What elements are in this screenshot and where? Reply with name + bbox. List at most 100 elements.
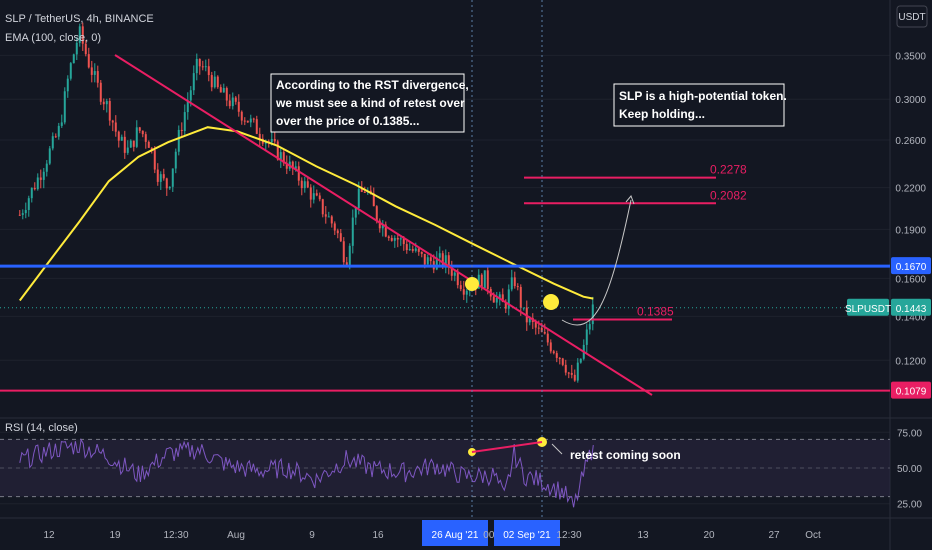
candle-body bbox=[390, 237, 393, 241]
ema-legend: EMA (100, close, 0) bbox=[5, 32, 101, 44]
candle-body bbox=[270, 138, 273, 143]
candle-body bbox=[453, 272, 456, 276]
candle-body bbox=[216, 76, 219, 88]
candle-body bbox=[408, 249, 411, 251]
candle-body bbox=[393, 237, 396, 241]
candle-body bbox=[72, 54, 75, 64]
candle-body bbox=[159, 174, 162, 182]
time-highlight-bg bbox=[422, 520, 488, 546]
candle-body bbox=[87, 54, 90, 68]
candle-body bbox=[141, 130, 144, 135]
rsi-annotation: retest coming soon bbox=[570, 448, 681, 462]
candle-body bbox=[549, 342, 552, 352]
candle-body bbox=[360, 188, 363, 192]
annotation-rst-line-1: According to the RST divergence, bbox=[276, 78, 469, 92]
candle-body bbox=[546, 333, 549, 343]
price-tick-label: 0.3500 bbox=[895, 51, 926, 62]
candle-body bbox=[39, 177, 42, 180]
candle-body bbox=[345, 262, 348, 266]
candle-body bbox=[450, 267, 453, 276]
candle-body bbox=[501, 294, 504, 303]
candle-body bbox=[312, 193, 315, 200]
candle-body bbox=[534, 321, 537, 328]
candle-body bbox=[585, 329, 588, 345]
candle-body bbox=[399, 238, 402, 240]
currency-button[interactable]: USDT bbox=[896, 5, 928, 28]
candle-body bbox=[135, 127, 138, 147]
candle-body bbox=[438, 253, 441, 258]
resistance-price-label: 0.1670 bbox=[896, 262, 927, 273]
rsi-divergence-line bbox=[471, 441, 543, 453]
candle-body bbox=[24, 209, 27, 214]
rsi-line bbox=[19, 438, 594, 508]
candle-body bbox=[387, 236, 390, 238]
symbol-price-tag: SLPUSDT bbox=[845, 304, 891, 315]
target-label: 0.1385 bbox=[637, 304, 674, 318]
candle-body bbox=[252, 118, 255, 120]
candle-body bbox=[363, 191, 366, 193]
candle-body bbox=[342, 241, 345, 263]
candle-body bbox=[375, 206, 378, 221]
time-tick-label: Aug bbox=[227, 530, 245, 541]
candle-body bbox=[243, 120, 246, 122]
time-tick-label: 20 bbox=[703, 530, 715, 541]
candle-body bbox=[516, 286, 519, 288]
candle-body bbox=[156, 169, 159, 182]
candle-body bbox=[138, 127, 141, 131]
candle-body bbox=[576, 362, 579, 381]
candle-body bbox=[45, 163, 48, 172]
candle-body bbox=[444, 255, 447, 266]
target-label: 0.2082 bbox=[710, 188, 747, 202]
rsi-legend: RSI (14, close) bbox=[5, 422, 78, 434]
rsi-band-fill bbox=[0, 439, 890, 497]
time-tick-label: 26 Aug '21 bbox=[432, 530, 479, 541]
time-tick-label: 19 bbox=[109, 530, 121, 541]
candle-body bbox=[573, 374, 576, 381]
candle-body bbox=[420, 251, 423, 254]
candle-body bbox=[567, 372, 570, 374]
rsi-tick-label: 25.00 bbox=[897, 500, 922, 511]
candle-body bbox=[294, 166, 297, 169]
annotation-rst-line-2: we must see a kind of retest over bbox=[275, 96, 465, 110]
candle-body bbox=[57, 125, 60, 137]
time-tick-label: 12:30 bbox=[556, 530, 581, 541]
candle-body bbox=[144, 134, 147, 142]
price-levels bbox=[0, 264, 890, 392]
candle-body bbox=[552, 351, 555, 354]
candle-body bbox=[414, 248, 417, 251]
candle-body bbox=[33, 187, 36, 190]
annotation-hold-line-2: Keep holding... bbox=[619, 107, 705, 121]
time-tick-label: Oct bbox=[805, 530, 821, 541]
candle-body bbox=[120, 136, 123, 141]
candle-body bbox=[237, 101, 240, 112]
candle-body bbox=[279, 152, 282, 160]
currency-button-label[interactable]: USDT bbox=[898, 12, 925, 23]
candle-body bbox=[309, 187, 312, 200]
candle-body bbox=[168, 186, 171, 189]
candle-body bbox=[114, 122, 117, 132]
candle-body bbox=[402, 238, 405, 245]
candle-body bbox=[90, 67, 93, 75]
candle-body bbox=[126, 147, 129, 153]
candle-body bbox=[528, 317, 531, 323]
rsi-tick-label: 75.00 bbox=[897, 428, 922, 439]
symbol-title: SLP / TetherUS, 4h, BINANCE bbox=[5, 13, 154, 25]
candle-body bbox=[99, 82, 102, 102]
candle-body bbox=[240, 111, 243, 121]
candle-body bbox=[324, 214, 327, 217]
price-tick-label: 0.3000 bbox=[895, 95, 926, 106]
rsi-pointer-arrow bbox=[551, 443, 563, 455]
candle-body bbox=[258, 133, 261, 139]
candle-body bbox=[60, 122, 63, 126]
candle-body bbox=[63, 91, 66, 123]
price-axis: 0.3500 0.3000 0.2600 0.2200 0.1900 0.1600 0.14… bbox=[845, 51, 931, 511]
support-price-label: 0.1079 bbox=[896, 387, 927, 398]
candle-body bbox=[456, 272, 459, 286]
candle-body bbox=[396, 237, 399, 240]
candle-body bbox=[162, 174, 165, 179]
candle-body bbox=[105, 101, 108, 105]
candle-body bbox=[510, 277, 513, 290]
candle-body bbox=[186, 100, 189, 113]
candle-body bbox=[339, 233, 342, 242]
marker-circle-1 bbox=[465, 277, 479, 291]
